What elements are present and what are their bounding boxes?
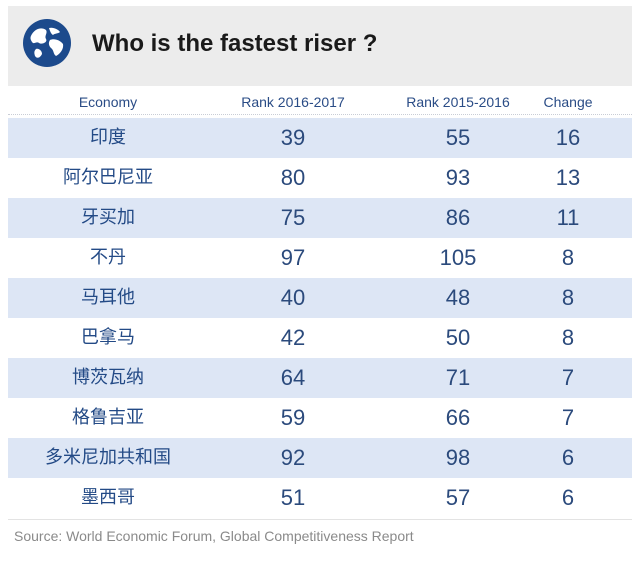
table-row: 阿尔巴尼亚 80 93 13 [8, 158, 632, 198]
cell-rank-2016-2017: 51 [280, 485, 306, 510]
cell-change: 8 [561, 245, 575, 270]
column-header-economy: Economy [78, 94, 138, 110]
cell-rank-2015-2016: 71 [445, 365, 471, 390]
table-row: 多米尼加共和国 92 98 6 [8, 438, 632, 478]
table-row: 博茨瓦纳 64 71 7 [8, 358, 632, 398]
header-divider [8, 114, 632, 115]
cell-rank-2016-2017: 40 [280, 285, 306, 310]
cell-rank-2016-2017: 97 [280, 245, 306, 270]
cell-change: 6 [561, 485, 575, 510]
table-row: 巴拿马 42 50 8 [8, 318, 632, 358]
cell-change: 6 [561, 445, 575, 470]
table-row: 印度 39 55 16 [8, 118, 632, 158]
column-header-row: Economy Rank 2016-2017 Rank 2015-2016 Ch… [8, 86, 632, 116]
cell-rank-2016-2017: 39 [280, 125, 306, 150]
column-header-rank-2016-2017: Rank 2016-2017 [241, 94, 345, 110]
cell-rank-2015-2016: 55 [445, 125, 471, 150]
globe-icon [23, 19, 71, 67]
cell-rank-2016-2017: 80 [280, 165, 306, 190]
table-row: 马耳他 40 48 8 [8, 278, 632, 318]
cell-rank-2015-2016: 48 [445, 285, 471, 310]
column-header-change: Change [543, 94, 593, 110]
cell-economy: 马耳他 [81, 287, 135, 308]
cell-economy: 多米尼加共和国 [45, 447, 171, 468]
cell-economy: 博茨瓦纳 [72, 367, 144, 388]
cell-economy: 巴拿马 [81, 327, 135, 348]
cell-change: 7 [561, 405, 575, 430]
cell-rank-2015-2016: 98 [445, 445, 471, 470]
chart-title: Who is the fastest riser ? [92, 30, 378, 57]
cell-change: 16 [555, 125, 581, 150]
cell-change: 13 [555, 165, 581, 190]
cell-economy: 印度 [90, 127, 126, 148]
cell-change: 7 [561, 365, 575, 390]
table-row: 格鲁吉亚 59 66 7 [8, 398, 632, 438]
table-row: 不丹 97 105 8 [8, 238, 632, 278]
cell-rank-2016-2017: 92 [280, 445, 306, 470]
cell-change: 11 [556, 205, 580, 230]
cell-change: 8 [561, 325, 575, 350]
source-note: Source: World Economic Forum, Global Com… [14, 528, 414, 544]
cell-rank-2015-2016: 93 [445, 165, 471, 190]
table-body: 印度 39 55 16 阿尔巴尼亚 80 93 13 牙买加 75 86 11 不丹 97 105 8 马耳他 4… [8, 118, 632, 518]
source-divider [8, 519, 632, 520]
column-header-rank-2015-2016: Rank 2015-2016 [406, 94, 510, 110]
cell-economy: 不丹 [90, 247, 126, 268]
table-row: 墨西哥 51 57 6 [8, 478, 632, 518]
cell-rank-2015-2016: 86 [445, 205, 471, 230]
cell-economy: 墨西哥 [81, 487, 135, 508]
table-row: 牙买加 75 86 11 [8, 198, 632, 238]
cell-rank-2016-2017: 59 [280, 405, 306, 430]
cell-rank-2015-2016: 66 [445, 405, 471, 430]
cell-rank-2016-2017: 64 [280, 365, 306, 390]
cell-rank-2016-2017: 42 [280, 325, 306, 350]
cell-economy: 格鲁吉亚 [72, 407, 144, 428]
cell-change: 8 [561, 285, 575, 310]
cell-economy: 阿尔巴尼亚 [63, 167, 153, 188]
cell-economy: 牙买加 [81, 207, 135, 228]
cell-rank-2015-2016: 105 [439, 245, 477, 270]
cell-rank-2015-2016: 50 [445, 325, 471, 350]
cell-rank-2015-2016: 57 [445, 485, 471, 510]
chart-header: Who is the fastest riser ? [8, 6, 632, 86]
cell-rank-2016-2017: 75 [280, 205, 306, 230]
